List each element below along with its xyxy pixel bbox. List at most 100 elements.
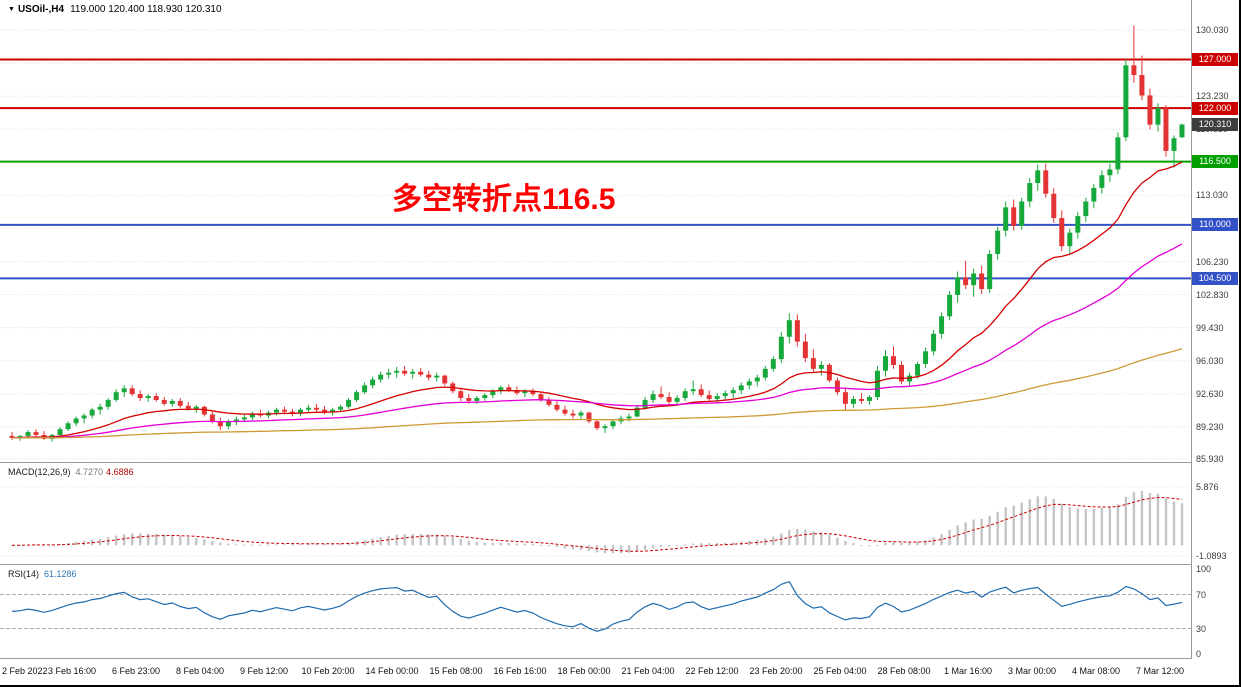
macd-histogram-bar [435, 534, 438, 546]
candle-body [730, 390, 736, 394]
candle-body [1171, 138, 1177, 151]
macd-histogram-bar [1092, 508, 1096, 546]
macd-histogram-bar [139, 533, 142, 546]
time-axis[interactable]: 2 Feb 2022 3 Feb 16:00 6 Feb 23:00 8 Feb 04… [0, 659, 1239, 685]
macd-histogram-bar [531, 544, 535, 546]
candle-body [474, 398, 480, 401]
price-tick-label: 96.030 [1196, 355, 1224, 366]
price-chart-canvas[interactable] [0, 0, 1191, 659]
candle-body [698, 389, 704, 396]
macd-histogram-bar [603, 545, 607, 554]
candle-body [762, 368, 768, 378]
macd-histogram-bar [579, 545, 583, 550]
candle-body [874, 370, 880, 398]
rsi-value: 61.1286 [44, 569, 77, 579]
macd-histogram-bar [796, 528, 799, 546]
level-price-badge[interactable]: 122.000 [1192, 101, 1238, 115]
candle-body [1043, 170, 1049, 194]
candle-body [33, 432, 39, 435]
macd-histogram-bar [900, 542, 903, 546]
macd-histogram-bar [1132, 492, 1136, 546]
macd-histogram-bar [852, 543, 855, 546]
macd-histogram-bar [820, 532, 823, 546]
candle-body [17, 435, 23, 438]
macd-histogram-bar [932, 537, 935, 546]
candle-body [169, 400, 175, 404]
macd-histogram-bar [251, 544, 254, 546]
candle-body [498, 387, 504, 392]
candle-body [161, 399, 167, 404]
moving-average-line [12, 348, 1183, 439]
time-axis-label: 2 Feb 2022 [2, 666, 48, 676]
moving-average-line [11, 243, 1183, 439]
candle-body [979, 273, 985, 290]
level-price-badge[interactable]: 104.500 [1192, 271, 1238, 285]
macd-histogram-bar [1052, 499, 1055, 546]
macd-histogram-bar [259, 544, 262, 546]
candle-body [754, 377, 760, 382]
price-tick-label: 113.030 [1196, 190, 1228, 201]
candle-body [1147, 95, 1153, 125]
candle-body [610, 421, 616, 427]
candle-body [281, 409, 287, 412]
symbol-marker-icon: ▼ [8, 6, 15, 13]
candle-body [306, 407, 312, 410]
macd-histogram-bar [515, 543, 519, 546]
macd-histogram-bar [828, 534, 831, 546]
candle-body [1107, 169, 1113, 176]
panel-separator[interactable] [0, 564, 1239, 565]
candle-body [1075, 216, 1081, 233]
macd-histogram-bar [403, 534, 406, 546]
price-tick-label: 89.230 [1196, 421, 1224, 432]
macd-histogram-bar [451, 537, 454, 546]
macd-histogram-bar [307, 543, 310, 546]
macd-histogram-bar [114, 535, 118, 546]
macd-histogram-bar [772, 536, 775, 546]
candle-body [891, 356, 897, 365]
current-price-badge[interactable]: 120.310 [1192, 118, 1238, 132]
level-price-badge[interactable]: 110.000 [1192, 218, 1238, 232]
macd-histogram-bar [868, 545, 871, 547]
time-axis-label: 14 Feb 00:00 [365, 666, 419, 676]
price-scale[interactable]: 130.030126.630123.230119.830116.430113.0… [1192, 0, 1239, 659]
time-axis-label: 1 Mar 16:00 [943, 666, 993, 676]
candle-body [434, 375, 440, 378]
macd-histogram-bar [555, 545, 559, 548]
macd-histogram-bar [732, 542, 735, 546]
candle-body [137, 394, 143, 399]
candle-body [81, 415, 87, 419]
scale-separator [1191, 0, 1192, 659]
level-price-badge[interactable]: 127.000 [1192, 52, 1238, 66]
chart-annotation-text[interactable]: 多空转折点116.5 [392, 183, 616, 216]
candle-body [145, 396, 151, 399]
macd-histogram-bar [539, 544, 543, 546]
candle-body [249, 413, 255, 418]
candle-body [650, 394, 656, 400]
macd-histogram-bar [379, 537, 382, 546]
macd-histogram-bar [235, 544, 238, 546]
candle-body [402, 370, 408, 374]
macd-histogram-bar [892, 542, 895, 546]
candle-body [746, 381, 752, 386]
level-price-badge[interactable]: 116.500 [1192, 155, 1238, 169]
candle-body [971, 273, 977, 286]
candle-body [738, 385, 744, 391]
candle-body [634, 407, 640, 417]
macd-histogram-bar [667, 545, 671, 547]
macd-histogram-bar [651, 545, 655, 549]
candle-body [1179, 124, 1185, 138]
macd-histogram-bar [716, 543, 719, 546]
candle-body [458, 391, 464, 399]
macd-histogram-bar [147, 533, 150, 546]
candle-body [1155, 108, 1161, 125]
candle-body [346, 399, 352, 407]
candle-body [1035, 170, 1041, 184]
panel-separator[interactable] [0, 462, 1239, 463]
macd-histogram-bar [908, 542, 911, 546]
rsi-scale-label: 0 [1196, 649, 1202, 659]
macd-histogram-bar [427, 534, 430, 546]
macd-histogram-bar [1172, 501, 1176, 546]
time-axis-label: 15 Feb 08:00 [429, 666, 483, 676]
symbol-timeframe-label: USOil-,H4 [17, 4, 65, 15]
macd-histogram-bar [299, 544, 302, 546]
